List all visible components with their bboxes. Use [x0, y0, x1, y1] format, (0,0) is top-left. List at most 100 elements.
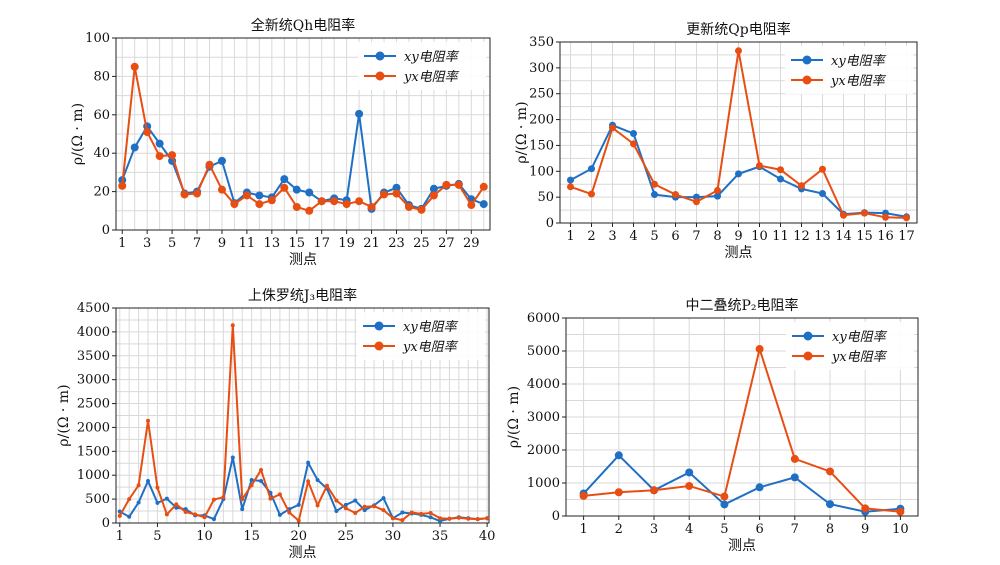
data-point	[380, 190, 389, 199]
legend: xy电阻率 yx电阻率	[786, 322, 914, 370]
data-point	[305, 206, 314, 215]
legend-marker	[374, 321, 384, 331]
y-tick-label: 4000	[77, 325, 110, 340]
data-point	[353, 498, 358, 503]
data-point	[155, 500, 160, 505]
data-point	[479, 200, 488, 209]
legend-label: xy电阻率	[403, 319, 459, 335]
x-tick-label: 13	[814, 229, 831, 244]
data-point	[392, 183, 401, 192]
data-point	[409, 510, 414, 515]
data-point	[221, 495, 226, 500]
x-tick-label: 3	[608, 229, 616, 244]
x-tick-label: 5	[650, 229, 658, 244]
data-point	[896, 507, 905, 516]
data-point	[240, 507, 245, 512]
legend-marker	[803, 331, 813, 341]
y-tick-label: 1000	[527, 476, 560, 491]
legend-label: xy电阻率	[831, 53, 887, 69]
legend-label: yx电阻率	[830, 73, 887, 89]
y-tick-label: 0	[546, 216, 554, 231]
y-tick-label: 5000	[527, 344, 560, 359]
data-point	[777, 166, 784, 174]
x-tick-label: 1	[566, 229, 574, 244]
x-tick-label: 1	[116, 529, 124, 544]
data-point	[117, 513, 122, 518]
x-tick-label: 9	[861, 522, 869, 537]
data-point	[372, 504, 377, 509]
data-point	[230, 323, 235, 328]
data-point	[417, 205, 426, 214]
data-point	[342, 200, 351, 209]
y-tick-label: 20	[93, 185, 110, 200]
y-tick-label: 100	[85, 31, 110, 46]
data-point	[609, 124, 616, 132]
data-point	[861, 504, 870, 513]
data-point	[296, 518, 301, 523]
data-point	[650, 486, 658, 495]
y-tick-label: 150	[529, 138, 554, 153]
plot-frame	[115, 37, 491, 231]
y-axis-label: ρ/(Ω · m)	[506, 386, 522, 448]
data-point	[428, 510, 433, 515]
data-point	[381, 508, 386, 513]
x-tick-label: 3	[143, 236, 151, 251]
data-point	[292, 202, 301, 211]
x-tick-label: 25	[338, 529, 355, 544]
y-tick-label: 0	[102, 223, 110, 238]
data-point	[756, 162, 763, 170]
x-tick-label: 14	[835, 229, 852, 244]
data-point	[755, 483, 764, 492]
data-point	[180, 190, 189, 199]
data-point	[127, 497, 132, 502]
data-point	[438, 516, 443, 521]
x-tick-label: 20	[290, 529, 307, 544]
data-point	[164, 512, 169, 517]
data-point	[485, 516, 490, 521]
data-point	[118, 181, 127, 190]
chart-title: 更新统Qp电阻率	[686, 21, 790, 38]
data-point	[429, 184, 438, 193]
x-tick-label: 4	[629, 229, 637, 244]
x-tick-label: 11	[772, 229, 789, 244]
data-point	[255, 191, 264, 200]
y-tick-label: 500	[85, 492, 110, 507]
data-point	[630, 140, 637, 148]
y-axis-label: ρ/(Ω · m)	[514, 101, 530, 163]
data-point	[479, 182, 488, 191]
y-tick-label: 350	[529, 35, 554, 50]
data-point	[202, 515, 207, 520]
data-point	[447, 516, 452, 521]
data-point	[588, 165, 595, 173]
data-point	[819, 190, 826, 198]
data-point	[259, 478, 264, 483]
data-point	[614, 488, 623, 497]
data-point	[287, 510, 292, 515]
legend-box	[357, 312, 485, 360]
data-point	[390, 516, 395, 521]
data-point	[174, 502, 179, 507]
y-tick-label: 3000	[77, 373, 110, 388]
data-point	[193, 189, 202, 198]
data-point	[306, 460, 311, 465]
x-axis-label: 测点	[728, 538, 756, 554]
data-point	[355, 197, 364, 206]
data-point	[456, 515, 461, 520]
x-tick-label: 25	[413, 236, 430, 251]
x-tick-label: 35	[432, 529, 449, 544]
chart-title: 中二叠统P₂电阻率	[685, 297, 798, 314]
y-tick-label: 4000	[527, 377, 560, 392]
legend: xy电阻率 yx电阻率	[358, 42, 486, 90]
data-point	[755, 345, 764, 354]
y-tick-label: 4500	[77, 301, 110, 316]
data-point	[267, 196, 276, 205]
data-point	[324, 483, 329, 488]
x-tick-label: 7	[193, 236, 201, 251]
y-axis-label: ρ/(Ω · m)	[56, 384, 72, 446]
x-tick-label: 8	[713, 229, 721, 244]
data-point	[249, 478, 254, 482]
data-point	[306, 479, 311, 484]
y-tick-label: 6000	[527, 311, 560, 326]
